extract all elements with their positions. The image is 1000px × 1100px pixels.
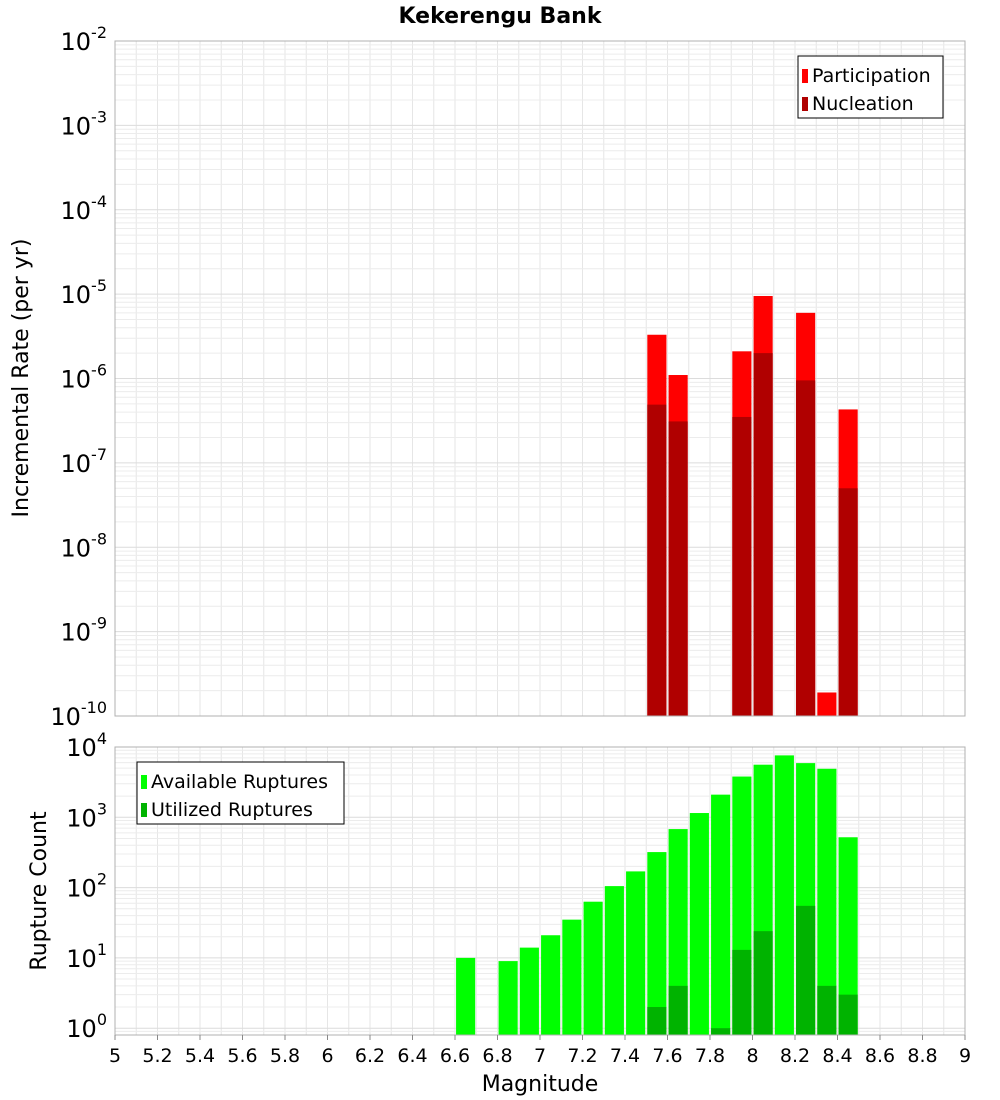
y-tick-label: 104 [66,729,107,762]
bar-utilized-ruptures-7.55 [647,1007,667,1035]
bar-available-ruptures-8.15 [774,755,794,1035]
chart-title: Kekerengu Bank [399,4,603,29]
legend-label: Available Ruptures [151,771,328,793]
bar-available-ruptures-6.65 [456,957,476,1035]
bar-available-ruptures-7.55 [647,852,667,1035]
bar-available-ruptures-7.85 [711,794,731,1035]
legend-label: Nucleation [812,93,914,115]
series-nucleation [647,353,858,716]
x-tick-label: 6.2 [355,1045,385,1067]
x-tick-label: 6.4 [397,1045,427,1067]
panel-0: 10-2 10-3 10-4 10-5 10-6 10-7 10-8 10-9 10-10 Par… [50,23,966,731]
x-tick-label: 8.4 [822,1045,852,1067]
y-tick-label: 100 [66,1010,107,1043]
y-tick-label: 10-5 [61,276,108,309]
x-tick-label: 5 [109,1045,121,1067]
legend: Participation Nucleation [797,55,944,119]
y-tick-label: 10-9 [61,614,108,647]
bar-utilized-ruptures-7.65 [668,985,688,1035]
grid [114,40,966,717]
bar-utilized-ruptures-8.45 [838,994,858,1035]
bar-available-ruptures-7.75 [689,813,709,1035]
x-tick-label: 5.2 [142,1045,172,1067]
x-tick-label: 8.6 [865,1045,895,1067]
x-tick-label: 7.6 [652,1045,682,1067]
legend: Available Ruptures Utilized Ruptures [136,761,345,825]
bar-utilized-ruptures-7.85 [711,1028,731,1035]
x-tick-label: 5.8 [270,1045,300,1067]
y-tick-label: 10-10 [50,698,107,731]
bar-nucleation-7.55 [647,404,667,716]
x-tick-label: 7.4 [610,1045,640,1067]
bar-available-ruptures-7.45 [626,871,646,1035]
x-tick-label: 9 [959,1045,971,1067]
bar-utilized-ruptures-8.35 [817,985,837,1035]
bar-nucleation-7.65 [668,421,688,716]
bar-nucleation-8.05 [753,353,773,716]
y-tick-label: 103 [66,799,107,832]
bar-available-ruptures-7.35 [604,886,624,1035]
bottom-y-axis-label: Rupture Count [27,811,52,971]
bar-available-ruptures-8.45 [838,837,858,1035]
bar-participation-8.35 [817,692,837,716]
bar-utilized-ruptures-8.05 [753,931,773,1035]
x-axis-label: Magnitude [482,1072,599,1097]
bar-available-ruptures-7.25 [583,901,603,1035]
bar-available-ruptures-7.05 [541,935,561,1035]
y-tick-label: 102 [66,870,107,903]
legend-label: Participation [812,65,931,87]
legend-swatch [141,775,147,789]
y-tick-label: 10-3 [61,107,108,140]
legend-swatch [802,97,808,111]
bar-available-ruptures-6.85 [498,961,518,1035]
x-tick-label: 8.8 [907,1045,937,1067]
x-tick-label: 8 [746,1045,758,1067]
x-tick-label: 7.8 [695,1045,725,1067]
legend-label: Utilized Ruptures [151,799,313,821]
bar-nucleation-8.25 [796,380,816,716]
x-tick-label: 5.4 [185,1045,215,1067]
y-tick-label: 10-6 [61,361,108,394]
bar-nucleation-8.45 [838,488,858,716]
bar-nucleation-7.95 [732,416,752,716]
legend-swatch [802,69,808,83]
x-tick-label: 7 [534,1045,546,1067]
bar-available-ruptures-6.95 [519,947,539,1035]
x-tick-label: 6.6 [440,1045,470,1067]
x-tick-label: 6 [321,1045,333,1067]
y-tick-label: 10-2 [61,23,108,56]
x-tick-label: 8.2 [780,1045,810,1067]
bar-utilized-ruptures-7.95 [732,949,752,1035]
bar-available-ruptures-7.15 [562,919,582,1035]
y-tick-label: 10-4 [61,192,108,225]
x-tick-label: 7.2 [567,1045,597,1067]
bar-available-ruptures-7.65 [668,829,688,1035]
x-tick-label: 6.8 [482,1045,512,1067]
y-tick-label: 101 [66,940,107,973]
x-tick-label: 5.6 [227,1045,257,1067]
bar-utilized-ruptures-8.25 [796,905,816,1035]
bar-available-ruptures-8.35 [817,768,837,1035]
series-utilized-ruptures [647,905,858,1035]
legend-swatch [141,803,147,817]
plot-frame [114,40,966,717]
y-tick-label: 10-8 [61,529,108,562]
top-y-axis-label: Incremental Rate (per yr) [9,239,34,518]
y-tick-label: 10-7 [61,445,108,478]
